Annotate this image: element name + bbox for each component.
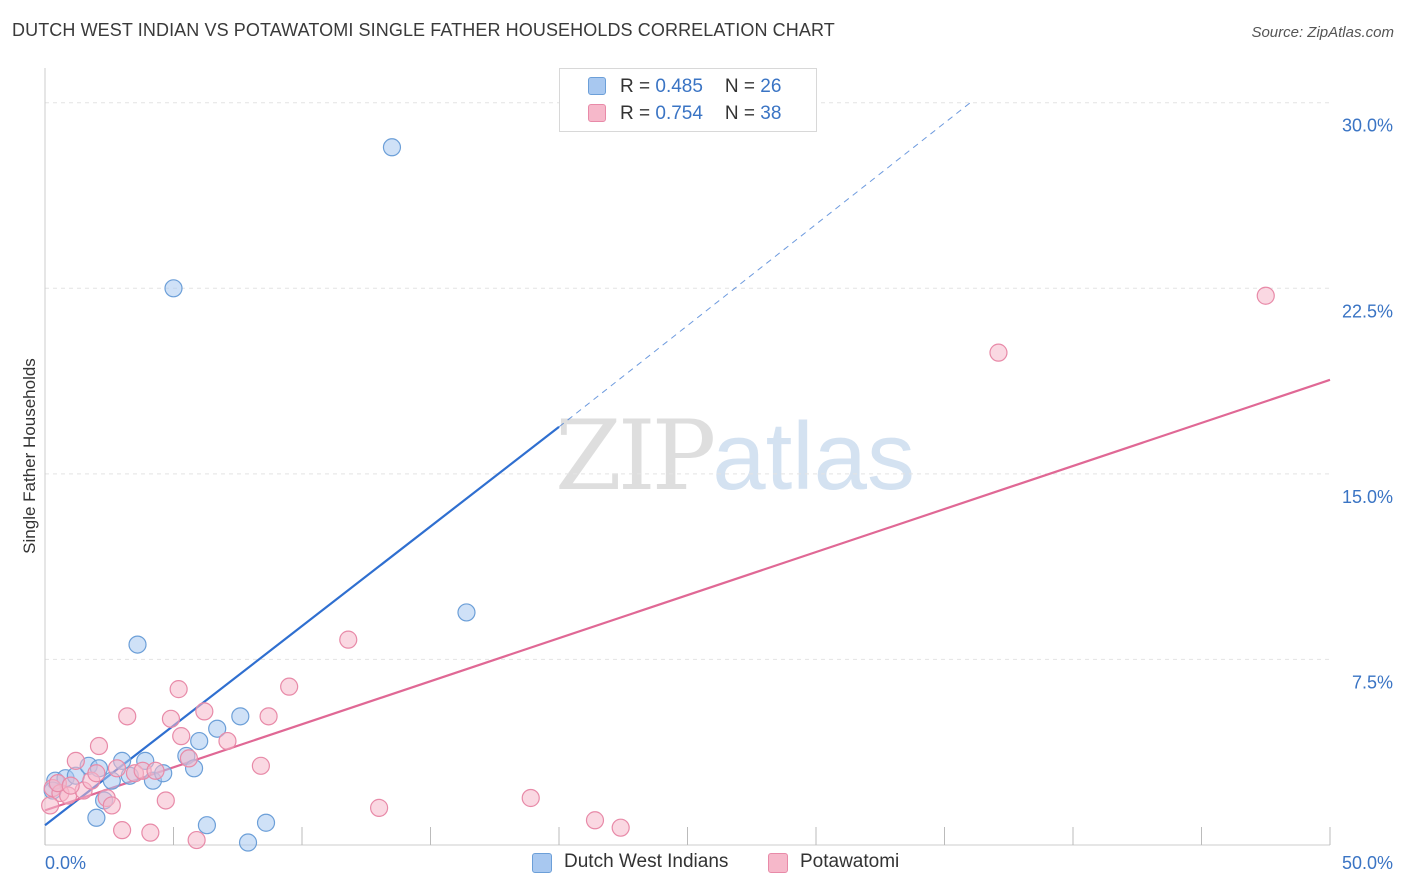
y-tick-label: 30.0%: [1342, 116, 1393, 136]
data-point-pink: [169, 680, 188, 699]
data-point-blue: [87, 808, 106, 827]
data-point-pink: [611, 818, 630, 837]
data-point-blue: [382, 138, 402, 157]
legend-swatch-pink: [588, 104, 606, 122]
tick-labels: 7.5% 15.0% 22.5% 30.0% 0.0% 50.0%: [45, 116, 1393, 873]
data-point-pink: [102, 796, 121, 815]
data-point-pink: [259, 707, 278, 726]
data-point-blue: [256, 813, 276, 832]
data-point-blue: [457, 603, 476, 622]
data-point-pink: [218, 731, 237, 751]
data-point-pink: [370, 798, 389, 817]
data-point-pink: [89, 736, 109, 756]
data-point-blue: [197, 816, 217, 835]
legend-r-value-pink: 0.754: [655, 103, 703, 124]
axes: [44, 68, 1331, 846]
data-point-pink: [179, 749, 199, 768]
data-point-pink: [107, 759, 127, 778]
correlation-legend: R = 0.485 N = 26 R = 0.754 N = 38: [559, 68, 817, 132]
data-point-pink: [146, 761, 165, 780]
y-tick-label: 15.0%: [1342, 487, 1393, 507]
data-point-pink: [161, 709, 181, 728]
data-point-pink: [41, 796, 60, 815]
data-point-pink: [156, 791, 175, 810]
y-tick-label: 7.5%: [1352, 672, 1393, 692]
trend-extension-blue: [558, 102, 971, 428]
data-point-pink: [87, 764, 106, 783]
data-point-pink: [172, 727, 191, 746]
legend-r-value-blue: 0.485: [655, 76, 703, 97]
data-point-blue: [164, 279, 183, 298]
watermark-atlas: atlas: [712, 403, 915, 510]
trend-line-pink: [44, 378, 1331, 812]
y-tick-label: 22.5%: [1342, 301, 1393, 321]
bottom-legend-swatch-blue: [532, 853, 552, 873]
data-point-blue: [190, 731, 209, 751]
data-points: [41, 138, 1275, 852]
data-point-pink: [339, 630, 358, 649]
watermark-zip: ZIP: [555, 400, 716, 512]
data-point-pink: [521, 788, 540, 808]
data-point-pink: [61, 776, 80, 795]
data-point-pink: [280, 677, 299, 696]
data-point-pink: [989, 343, 1008, 362]
data-point-pink: [195, 702, 214, 721]
data-point-pink: [187, 830, 206, 850]
legend-swatch-blue: [588, 77, 606, 95]
watermark: ZIPatlas: [555, 400, 915, 512]
data-point-blue: [128, 635, 147, 654]
data-point-pink: [66, 751, 85, 770]
bottom-legend-label-pink: Potawatomi: [800, 851, 900, 872]
legend-text-pink: R = 0.754 N = 38: [620, 103, 782, 124]
source-label: Source: ZipAtlas.com: [1251, 24, 1394, 41]
legend-n-value-blue: 26: [760, 76, 782, 97]
data-point-pink: [118, 707, 137, 726]
data-point-blue: [238, 833, 258, 852]
bottom-legend-label-blue: Dutch West Indians: [564, 851, 729, 872]
data-point-blue: [208, 719, 227, 738]
data-point-pink: [251, 756, 270, 775]
data-point-pink: [141, 823, 160, 842]
data-point-pink: [112, 821, 132, 840]
x-tick-label-min: 0.0%: [45, 853, 86, 873]
bottom-legend-swatch-pink: [768, 853, 788, 873]
data-point-blue: [231, 707, 250, 726]
data-point-pink: [585, 811, 605, 830]
legend-n-value-pink: 38: [760, 103, 782, 124]
legend-text-blue: R = 0.485 N = 26: [620, 76, 782, 97]
chart-title: DUTCH WEST INDIAN VS POTAWATOMI SINGLE F…: [12, 20, 835, 40]
data-point-pink: [1256, 286, 1275, 305]
grid: [45, 102, 1330, 660]
x-tick-label-max: 50.0%: [1342, 853, 1393, 873]
